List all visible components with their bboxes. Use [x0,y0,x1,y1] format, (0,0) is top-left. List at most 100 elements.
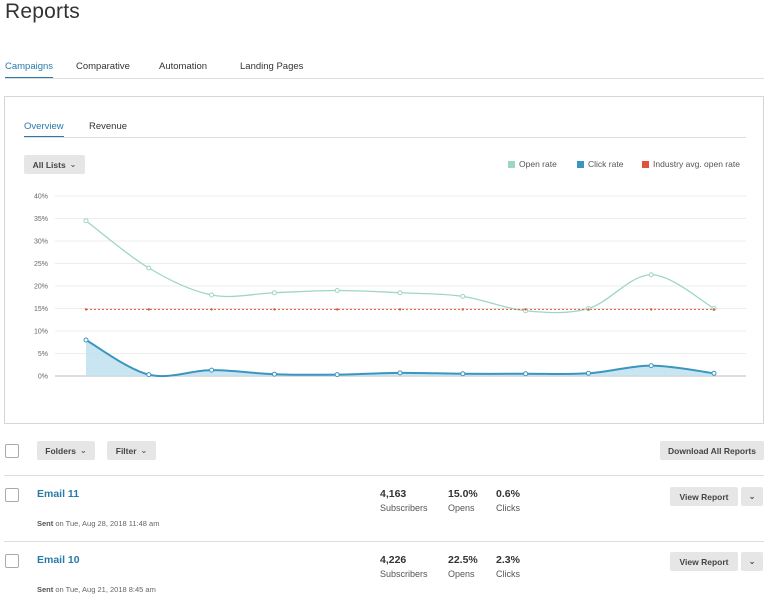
data-point [83,337,89,343]
sent-prefix: Sent [37,585,54,594]
data-point [648,272,654,278]
y-tick-label: 10% [34,329,48,336]
legend-industry-avg: Industry avg. open rate [642,159,740,169]
tab-campaigns[interactable]: Campaigns [5,61,54,78]
opens-value: 22.5% [448,554,478,566]
chart-subtabs: Overview Revenue [24,121,746,138]
data-point [460,293,466,299]
y-tick-label: 5% [38,351,48,358]
series-line [85,220,715,314]
y-tick-label: 25% [34,261,48,268]
data-point [397,370,403,376]
clicks-label: Clicks [496,503,520,513]
data-point [210,308,213,311]
legend-swatch [508,160,515,168]
divider [4,475,764,476]
subtab-overview[interactable]: Overview [24,121,64,137]
divider [4,541,764,542]
email-title-link[interactable]: Email 10 [37,554,80,566]
subscribers-value: 4,226 [380,554,407,566]
clicks-value: 0.6% [496,488,520,500]
sent-datetime: on Tue, Aug 21, 2018 8:45 am [55,585,156,594]
data-point [648,363,654,369]
tab-landing-pages[interactable]: Landing Pages [240,61,304,72]
legend-open-rate: Open rate [508,159,557,169]
legend-label: Open rate [519,159,557,169]
y-tick-label: 15% [34,306,48,313]
data-point [334,288,340,293]
select-all-checkbox[interactable] [5,444,19,458]
data-point [397,290,403,296]
data-point [460,371,466,377]
opens-label: Opens [448,569,475,579]
data-point [334,372,340,378]
clicks-label: Clicks [496,569,520,579]
clicks-value: 2.3% [496,554,520,566]
legend-swatch [577,160,584,168]
report-options-button[interactable]: ⌄ [741,487,763,506]
y-tick-label: 30% [34,239,48,246]
opens-label: Opens [448,503,475,513]
legend-label: Industry avg. open rate [653,159,740,169]
y-tick-label: 40% [34,194,48,201]
email-checkbox[interactable] [5,554,19,568]
download-all-reports-button[interactable]: Download All Reports [660,441,764,460]
chevron-down-icon: ⌄ [140,446,148,455]
data-point [147,308,150,311]
legend-click-rate: Click rate [577,159,623,169]
data-point [146,372,152,378]
chevron-down-icon: ⌄ [748,491,756,501]
chevron-down-icon: ⌄ [748,556,756,566]
legend-label: Click rate [588,159,624,169]
data-point [712,308,716,311]
all-lists-dropdown[interactable]: All Lists ⌄ [24,155,85,174]
data-point [271,290,277,296]
view-report-button[interactable]: View Report [670,552,738,571]
data-point [524,308,527,311]
chart-panel: Overview Revenue All Lists ⌄ Open rate Cl… [4,96,764,424]
view-report-button[interactable]: View Report [670,487,738,506]
email-title-link[interactable]: Email 11 [37,488,80,500]
data-point [587,308,590,311]
data-point [209,367,215,373]
y-tick-label: 35% [34,216,48,223]
report-options-button[interactable]: ⌄ [741,552,763,571]
click-rate-area [86,340,714,377]
data-point [273,308,276,311]
data-point [336,308,339,311]
sent-date: Sent on Tue, Aug 28, 2018 11:48 am [37,519,159,528]
email-checkbox[interactable] [5,488,19,502]
data-point [83,218,89,224]
filter-label: Filter [115,445,137,456]
subscribers-label: Subscribers [380,503,428,513]
data-point [650,308,653,311]
data-point [585,370,591,376]
data-point [711,370,717,376]
subtab-revenue[interactable]: Revenue [89,121,128,132]
page-title: Reports [5,0,80,23]
all-lists-label: All Lists [32,159,66,170]
sent-date: Sent on Tue, Aug 21, 2018 8:45 am [37,585,156,594]
subscribers-value: 4,163 [380,488,407,500]
report-tabs: Campaigns Comparative Automation Landing… [5,61,764,79]
sent-datetime: on Tue, Aug 28, 2018 11:48 am [55,519,160,528]
sent-prefix: Sent [37,519,54,528]
data-point [209,292,215,298]
data-point [398,308,402,311]
chevron-down-icon: ⌄ [80,446,87,455]
filter-dropdown[interactable]: Filter ⌄ [107,441,156,460]
data-point [84,308,88,311]
y-tick-label: 20% [34,284,48,291]
folders-label: Folders [45,445,76,456]
y-tick-label: 0% [38,374,48,381]
line-chart: 0% 5% 10% 15% 20% 25% 30% 35% 40% [34,194,746,381]
data-point [461,308,464,311]
subscribers-label: Subscribers [380,569,428,579]
tab-comparative[interactable]: Comparative [76,61,130,72]
data-point [271,371,277,377]
folders-dropdown[interactable]: Folders ⌄ [37,441,95,460]
data-point [523,371,529,377]
tab-automation[interactable]: Automation [159,61,208,72]
legend-swatch [642,160,649,168]
chevron-down-icon: ⌄ [69,160,77,169]
